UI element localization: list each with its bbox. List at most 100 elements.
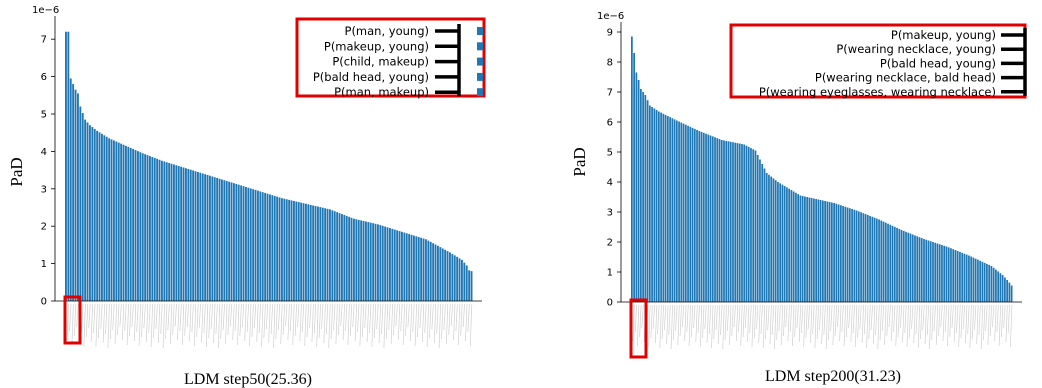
left-xtick-label bbox=[150, 303, 153, 348]
left-bar bbox=[245, 186, 247, 301]
right-bar bbox=[896, 227, 898, 302]
right-bar bbox=[941, 245, 943, 302]
left-xtick-label bbox=[107, 303, 110, 349]
right-xtick-label bbox=[989, 304, 992, 337]
right-xtick-label bbox=[711, 304, 714, 349]
left-bar bbox=[410, 234, 413, 301]
left-xtick-label bbox=[417, 303, 420, 338]
right-bar bbox=[1006, 280, 1009, 302]
left-bar bbox=[105, 136, 108, 301]
right-xtick-label bbox=[780, 304, 784, 346]
left-xtick-label bbox=[393, 303, 396, 336]
left-bar bbox=[345, 215, 348, 301]
left-xtick-label bbox=[342, 303, 345, 341]
right-xtick-label bbox=[807, 304, 810, 330]
left-xtick-label bbox=[282, 303, 285, 336]
left-xtick-label bbox=[165, 303, 168, 340]
right-bar bbox=[905, 231, 907, 302]
left-xtick-label bbox=[93, 303, 96, 334]
left-bar bbox=[201, 173, 204, 301]
right-bar bbox=[819, 200, 822, 302]
left-xtick-label bbox=[191, 303, 194, 333]
left-bar bbox=[362, 220, 365, 301]
right-xtick-label bbox=[717, 304, 721, 345]
right-xtick-label bbox=[697, 304, 700, 334]
right-bar bbox=[723, 140, 725, 302]
right-bar bbox=[709, 135, 712, 302]
left-xtick-label bbox=[412, 303, 415, 333]
left-bar bbox=[127, 146, 130, 301]
left-xtick-label bbox=[294, 303, 297, 337]
left-xtick-label bbox=[400, 303, 403, 332]
left-xtick-label bbox=[145, 303, 149, 343]
left-bar bbox=[146, 155, 149, 301]
right-sci-multiplier: 1e−6 bbox=[597, 11, 624, 22]
right-xtick-label bbox=[976, 304, 979, 345]
left-xtick-label bbox=[95, 303, 98, 348]
left-bar bbox=[290, 200, 293, 301]
left-bar bbox=[216, 177, 219, 301]
right-legend-label: P(makeup, young) bbox=[891, 28, 996, 42]
right-xtick-label bbox=[668, 304, 671, 336]
right-bar bbox=[700, 131, 703, 302]
right-xtick-label bbox=[944, 304, 948, 333]
right-xtick-label bbox=[693, 304, 696, 329]
left-xtick-label bbox=[117, 303, 120, 336]
left-xtick-label bbox=[153, 303, 156, 339]
left-bar bbox=[69, 78, 72, 301]
left-xtick-label bbox=[69, 303, 72, 332]
right-bar bbox=[943, 245, 946, 302]
left-bar bbox=[230, 182, 233, 301]
right-xtick-label bbox=[877, 304, 880, 350]
right-xtick-label bbox=[913, 304, 916, 344]
left-xtick-label bbox=[131, 303, 134, 328]
left-bar bbox=[257, 190, 259, 301]
left-bar bbox=[432, 243, 435, 301]
right-xtick-label bbox=[935, 304, 939, 346]
left-xtick-label bbox=[352, 303, 355, 328]
right-xtick-label bbox=[994, 304, 997, 342]
right-xtick-label bbox=[863, 304, 867, 335]
right-xtick-label bbox=[819, 304, 822, 331]
left-xtick-label bbox=[256, 303, 259, 343]
right-xtick-label bbox=[747, 304, 750, 343]
right-bar bbox=[792, 191, 795, 302]
left-bar bbox=[302, 203, 305, 301]
left-y-ticks: 0 1 2 3 4 5 6 7 bbox=[41, 35, 55, 308]
right-bar bbox=[929, 241, 932, 302]
right-xtick-label bbox=[720, 304, 723, 336]
left-bar bbox=[367, 222, 370, 301]
right-xtick-label bbox=[861, 304, 864, 344]
left-xtick-label bbox=[141, 303, 144, 338]
left-bar bbox=[108, 138, 111, 301]
right-bar bbox=[763, 168, 766, 302]
right-xtick-label bbox=[812, 304, 815, 335]
left-bar bbox=[470, 271, 473, 301]
right-bar bbox=[734, 142, 737, 302]
right-bar bbox=[738, 143, 741, 302]
right-xtick-label bbox=[659, 304, 662, 349]
right-xtick-label bbox=[652, 304, 655, 330]
left-xtick-label bbox=[330, 303, 333, 340]
left-xtick-label bbox=[280, 303, 283, 345]
right-bar bbox=[860, 212, 862, 302]
right-bar bbox=[714, 137, 716, 302]
left-bar bbox=[113, 140, 115, 301]
left-bar bbox=[134, 150, 137, 301]
right-bar bbox=[871, 216, 874, 302]
right-bar bbox=[882, 221, 885, 302]
left-xtick-label bbox=[333, 303, 336, 331]
left-bar bbox=[285, 199, 288, 301]
left-bar bbox=[261, 192, 264, 301]
left-bar bbox=[101, 133, 103, 301]
right-xtick-label bbox=[985, 304, 988, 332]
left-xtick-label bbox=[268, 303, 271, 344]
left-bar bbox=[355, 219, 358, 301]
left-bar bbox=[348, 216, 351, 301]
right-xtick-label bbox=[726, 304, 730, 332]
right-xtick-label bbox=[661, 304, 664, 340]
right-bar bbox=[799, 195, 802, 302]
right-bar bbox=[660, 112, 662, 303]
left-xtick-label bbox=[258, 303, 261, 334]
